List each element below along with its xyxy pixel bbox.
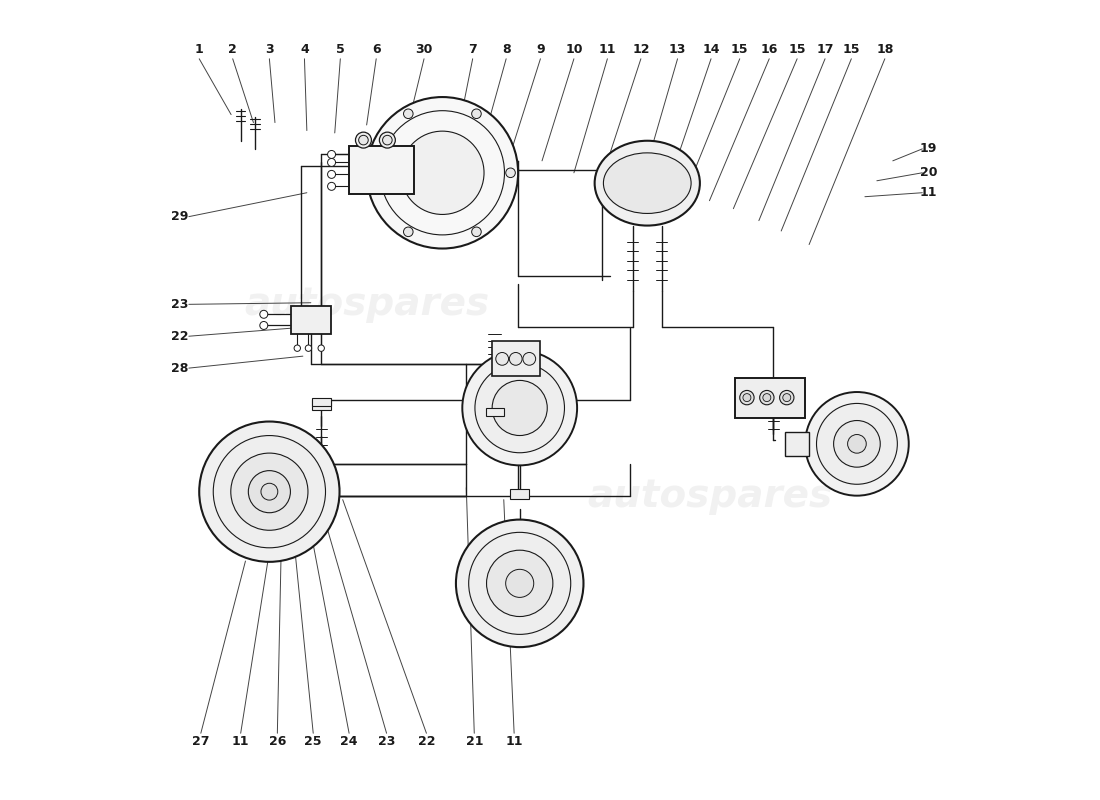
Text: 17: 17 xyxy=(816,42,834,56)
Bar xyxy=(735,378,805,418)
Circle shape xyxy=(400,131,484,214)
Circle shape xyxy=(509,353,522,366)
Text: autospares: autospares xyxy=(244,286,490,323)
Circle shape xyxy=(739,390,755,405)
Circle shape xyxy=(486,550,553,617)
Text: 18: 18 xyxy=(876,42,893,56)
Circle shape xyxy=(472,109,481,118)
Circle shape xyxy=(783,394,791,402)
Text: 6: 6 xyxy=(372,42,381,56)
Text: 25: 25 xyxy=(305,734,322,748)
Circle shape xyxy=(522,353,536,366)
Circle shape xyxy=(199,422,340,562)
Circle shape xyxy=(848,434,867,453)
Text: 24: 24 xyxy=(340,734,358,748)
Text: 3: 3 xyxy=(265,42,274,56)
Circle shape xyxy=(306,345,311,351)
Text: 19: 19 xyxy=(920,142,937,155)
Circle shape xyxy=(366,97,518,249)
Circle shape xyxy=(370,168,379,178)
Bar xyxy=(767,385,783,394)
Text: 11: 11 xyxy=(920,186,937,199)
Circle shape xyxy=(469,532,571,634)
Circle shape xyxy=(249,470,290,513)
Circle shape xyxy=(475,363,564,453)
Ellipse shape xyxy=(604,153,691,214)
Text: 27: 27 xyxy=(192,734,210,748)
Circle shape xyxy=(261,483,278,500)
Text: 20: 20 xyxy=(920,166,937,179)
Bar xyxy=(492,341,540,377)
Bar xyxy=(785,432,810,456)
Circle shape xyxy=(492,381,548,435)
Bar xyxy=(349,146,415,194)
Circle shape xyxy=(472,227,481,237)
Circle shape xyxy=(742,394,751,402)
Text: 23: 23 xyxy=(170,298,188,311)
Text: 1: 1 xyxy=(195,42,204,56)
Text: 21: 21 xyxy=(465,734,483,748)
Text: 12: 12 xyxy=(632,42,650,56)
Circle shape xyxy=(805,392,909,496)
Circle shape xyxy=(381,110,505,235)
Circle shape xyxy=(328,170,336,178)
Bar xyxy=(486,408,504,416)
Text: 7: 7 xyxy=(469,42,477,56)
Text: autospares: autospares xyxy=(587,477,832,514)
Circle shape xyxy=(328,182,336,190)
Text: 29: 29 xyxy=(170,210,188,223)
Text: 11: 11 xyxy=(505,734,522,748)
Ellipse shape xyxy=(595,141,700,226)
Text: 8: 8 xyxy=(502,42,510,56)
Bar xyxy=(311,400,331,410)
Bar xyxy=(510,490,529,499)
Circle shape xyxy=(294,345,300,351)
Text: 28: 28 xyxy=(170,362,188,374)
Circle shape xyxy=(404,227,414,237)
Circle shape xyxy=(213,435,326,548)
Circle shape xyxy=(260,322,267,330)
Bar xyxy=(311,398,331,406)
Circle shape xyxy=(496,353,508,366)
Text: 10: 10 xyxy=(565,42,583,56)
Circle shape xyxy=(328,150,336,158)
Text: 15: 15 xyxy=(732,42,748,56)
Text: 14: 14 xyxy=(702,42,719,56)
Text: 11: 11 xyxy=(232,734,250,748)
Text: 13: 13 xyxy=(669,42,686,56)
Text: 9: 9 xyxy=(536,42,544,56)
Text: 15: 15 xyxy=(789,42,806,56)
Text: 15: 15 xyxy=(843,42,860,56)
Circle shape xyxy=(462,350,578,466)
Circle shape xyxy=(318,345,324,351)
Circle shape xyxy=(383,135,393,145)
Circle shape xyxy=(834,421,880,467)
Text: 2: 2 xyxy=(229,42,238,56)
Circle shape xyxy=(763,394,771,402)
Text: 4: 4 xyxy=(300,42,309,56)
Circle shape xyxy=(455,519,583,647)
Circle shape xyxy=(260,310,267,318)
Circle shape xyxy=(506,570,534,598)
Circle shape xyxy=(355,132,372,148)
Text: 16: 16 xyxy=(760,42,778,56)
Circle shape xyxy=(760,390,774,405)
Circle shape xyxy=(231,453,308,530)
Text: 26: 26 xyxy=(268,734,286,748)
Circle shape xyxy=(379,132,395,148)
Text: 11: 11 xyxy=(598,42,616,56)
Text: 5: 5 xyxy=(336,42,344,56)
Circle shape xyxy=(328,158,336,166)
Circle shape xyxy=(780,390,794,405)
Circle shape xyxy=(359,135,369,145)
Text: 22: 22 xyxy=(170,330,188,342)
Circle shape xyxy=(404,109,414,118)
Circle shape xyxy=(506,168,515,178)
Bar xyxy=(290,306,331,334)
Text: 22: 22 xyxy=(418,734,436,748)
Text: 23: 23 xyxy=(378,734,395,748)
Text: 30: 30 xyxy=(416,42,432,56)
Circle shape xyxy=(816,403,898,484)
